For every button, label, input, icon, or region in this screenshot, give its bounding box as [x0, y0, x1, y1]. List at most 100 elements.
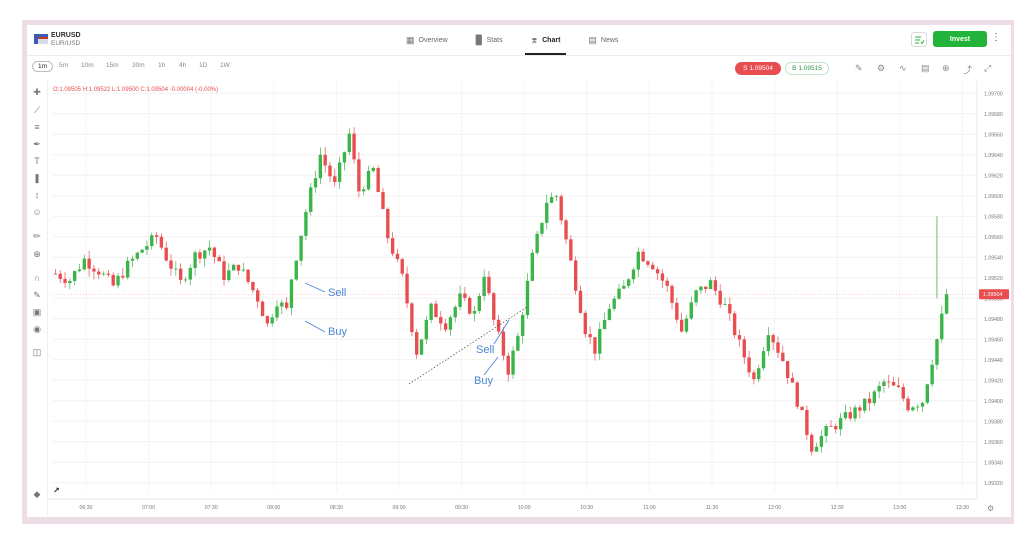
timeframe-1m[interactable]: 1m [32, 61, 54, 72]
candle-body [848, 412, 852, 419]
tab-overview[interactable]: ▦ Overview [392, 25, 462, 55]
timeframe-15m[interactable]: 15m [106, 62, 119, 69]
candle-body [198, 252, 202, 259]
candle-body [72, 271, 77, 281]
candle-body [289, 279, 294, 308]
timeframe-1h[interactable]: 1h [158, 62, 166, 69]
candle-body [415, 332, 419, 355]
candle-body [925, 384, 930, 403]
pattern-icon[interactable]: ❚ [33, 173, 41, 183]
candle-body [386, 208, 390, 239]
candle-body [448, 317, 453, 330]
indicators-icon[interactable]: ∿ [899, 63, 907, 73]
lock-drawing-icon[interactable]: ✎ [33, 290, 41, 300]
fullscreen-icon[interactable]: ⤢ [984, 63, 992, 73]
text-tool-icon[interactable]: T [34, 156, 40, 166]
candle-body [106, 273, 111, 275]
candle-body [174, 268, 178, 270]
chart-settings-icon[interactable]: ⚙ [987, 504, 994, 513]
candle-body [675, 302, 679, 320]
candle-body [231, 264, 236, 271]
chart-type-icon[interactable]: ▤ [921, 63, 930, 73]
lock-icon[interactable]: ▣ [32, 307, 42, 317]
candle-body [256, 290, 260, 302]
timeframe-1w[interactable]: 1W [220, 62, 230, 69]
watchlist-button[interactable] [911, 32, 927, 47]
candle-body [164, 247, 168, 261]
candle-body [573, 260, 578, 291]
candle-body [540, 222, 544, 234]
layers-icon[interactable]: ◆ [33, 489, 41, 499]
ruler-icon[interactable]: ✏ [33, 231, 41, 241]
candle-body [434, 303, 438, 318]
candle-body [101, 273, 106, 275]
candle-body [598, 329, 602, 354]
candle-body [742, 339, 746, 358]
candle-body [284, 302, 289, 308]
candlestick-chart[interactable]: 1.09700 1.09680 1.09660 1.09640 1.09620 1.096… [47, 81, 1011, 517]
trash-icon[interactable]: ◫ [32, 347, 42, 357]
price-chart[interactable]: 1.09700 1.09680 1.09660 1.09640 1.09620 1.096… [47, 81, 1011, 517]
candle-body [395, 253, 400, 260]
fib-lines-icon[interactable]: ≡ [34, 122, 40, 132]
trendline-icon[interactable]: ⟋ [33, 105, 41, 115]
candle-body [805, 410, 809, 435]
candle-body [501, 331, 506, 356]
buy-price-button[interactable]: B 1.09515 [785, 62, 829, 75]
timeframe-30m[interactable]: 30m [132, 62, 145, 69]
emoji-icon[interactable]: ☺ [32, 207, 42, 217]
share-icon[interactable]: ⤴ [963, 65, 973, 75]
candle-body [757, 368, 761, 380]
more-menu-icon[interactable]: ⋮ [991, 32, 1001, 43]
candle-body [593, 337, 597, 354]
candle-body [77, 269, 82, 272]
tab-stats[interactable]: ▉ Stats [462, 25, 517, 55]
candle-body [737, 335, 742, 340]
sell-price-button[interactable]: S 1.09504 [735, 62, 781, 75]
candle-body [333, 176, 337, 183]
y-tick-label: 1.09360 [984, 440, 1003, 446]
eurusd-flag-icon [34, 34, 48, 44]
zoom-in-icon[interactable]: ⊕ [33, 249, 41, 259]
crosshair-icon[interactable]: ✚ [33, 87, 41, 97]
range-icon[interactable]: ↕ [34, 190, 40, 200]
compare-plus-icon[interactable]: ⊕ [942, 63, 950, 73]
candle-body [390, 238, 395, 254]
timeframe-bar: 1m 5m 10m 15m 30m 1h 4h 1D 1W S 1.09504 … [27, 56, 1011, 80]
candle-body [612, 298, 616, 309]
candles-icon: ⌆ [530, 34, 539, 45]
candle-body [92, 268, 96, 272]
candle-body [564, 220, 568, 240]
ohlc-readout: O:1.09505 H:1.09522 L:1.09500 C:1.09504 … [53, 87, 219, 93]
y-tick-label: 1.09420 [984, 378, 1003, 384]
candle-body [328, 165, 332, 177]
grid-icon: ▦ [406, 34, 415, 45]
timeframe-5m[interactable]: 5m [59, 62, 69, 69]
x-tick-label: 08:30 [330, 505, 343, 511]
candle-body [323, 154, 327, 166]
bar-stats-icon: ▉ [475, 34, 483, 45]
candle-body [419, 339, 424, 355]
timeframe-4h[interactable]: 4h [179, 62, 187, 69]
candle-body [207, 247, 212, 251]
candle-body [97, 271, 101, 275]
candle-body [63, 278, 67, 283]
newspaper-icon: ▤ [588, 34, 597, 45]
y-tick-label: 1.09640 [984, 153, 1003, 159]
y-tick-label: 1.09460 [984, 337, 1003, 343]
settings-icon[interactable]: ⚙ [877, 63, 886, 73]
magnet-icon[interactable]: ∩ [33, 273, 41, 283]
invest-button[interactable]: Invest [933, 31, 987, 47]
pencil-icon[interactable]: ✎ [855, 63, 863, 73]
visibility-icon[interactable]: ◉ [33, 324, 41, 334]
timeframe-10m[interactable]: 10m [81, 62, 94, 69]
brush-icon[interactable]: ✒ [33, 139, 41, 149]
candle-body [694, 290, 698, 303]
candle-body [626, 279, 631, 286]
candle-body [352, 133, 356, 160]
timeframe-1d[interactable]: 1D [199, 62, 208, 69]
tab-news[interactable]: ▤ News [574, 25, 632, 55]
candle-body [631, 269, 636, 280]
tab-chart[interactable]: ⌆ Chart [517, 25, 575, 55]
candle-body [203, 250, 207, 259]
